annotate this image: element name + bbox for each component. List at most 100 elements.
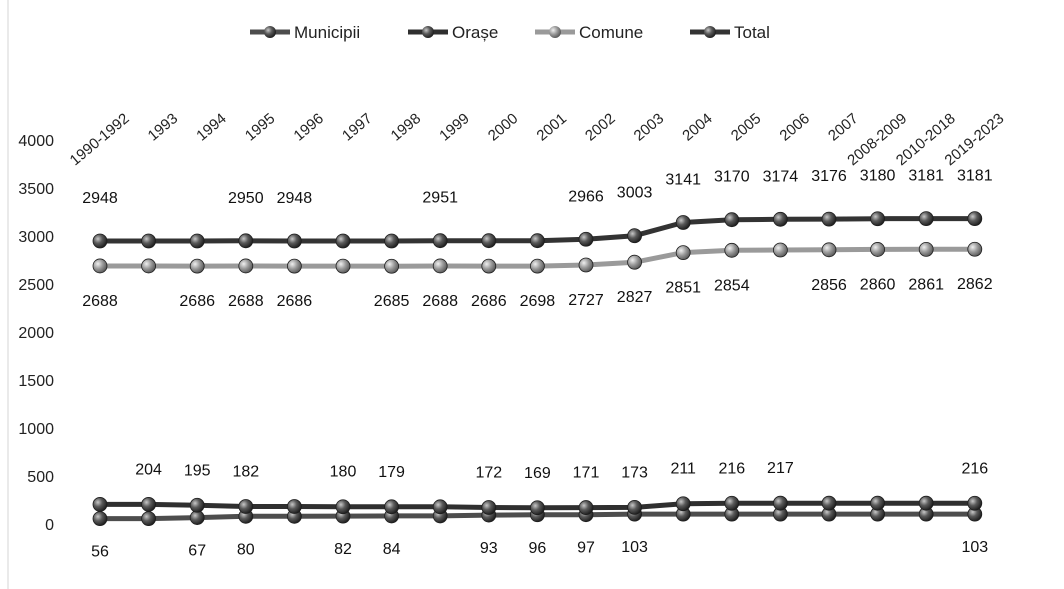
data-label-orase: 195 — [184, 462, 211, 479]
data-label-total: 2950 — [228, 190, 264, 207]
data-point-total — [481, 233, 497, 249]
data-point-municipii — [92, 511, 108, 527]
data-label-municipii: 96 — [529, 540, 547, 557]
data-label-orase: 171 — [573, 465, 600, 482]
data-point-orase — [141, 497, 157, 512]
data-point-orase — [432, 499, 448, 515]
y-tick-label: 3000 — [18, 229, 54, 246]
data-point-comune — [189, 258, 205, 274]
data-point-orase — [627, 499, 642, 515]
data-label-comune: 2698 — [520, 293, 556, 310]
data-label-total: 3176 — [811, 168, 847, 185]
legend-item-municipii: Municipii — [250, 23, 360, 42]
data-point-orase — [530, 500, 545, 516]
data-label-orase: 180 — [330, 464, 357, 481]
data-label-orase: 217 — [767, 460, 794, 477]
data-point-orase — [821, 495, 837, 511]
y-tick-label: 1000 — [18, 421, 54, 438]
data-point-total — [335, 233, 351, 249]
data-label-comune: 2685 — [374, 293, 410, 310]
data-point-comune — [627, 254, 642, 270]
data-point-comune — [286, 258, 302, 274]
data-label-comune: 2688 — [228, 293, 264, 310]
data-point-total — [724, 212, 740, 228]
data-point-total — [918, 211, 934, 227]
y-tick-label: 0 — [45, 517, 54, 534]
data-point-total — [870, 211, 885, 227]
data-label-comune: 2851 — [665, 280, 701, 297]
y-axis: 0 500 1000 1500 2000 2500 3000 3500 4000 — [18, 133, 54, 534]
data-point-orase — [189, 497, 205, 513]
data-point-total — [189, 233, 205, 249]
y-tick-label: 1500 — [18, 373, 54, 390]
data-label-orase: 216 — [961, 460, 988, 477]
y-tick-label: 500 — [27, 469, 54, 486]
data-point-total — [238, 233, 254, 249]
data-point-comune — [432, 258, 448, 274]
data-label-orase: 216 — [718, 460, 745, 477]
data-label-comune: 2686 — [277, 293, 313, 310]
data-label-comune: 2688 — [82, 293, 118, 310]
data-label-municipii: 97 — [577, 540, 595, 557]
data-label-comune: 2727 — [568, 292, 604, 309]
legend-label: Orașe — [452, 23, 498, 42]
data-point-orase — [773, 495, 788, 511]
data-point-comune — [335, 258, 351, 274]
data-label-comune: 2686 — [179, 293, 215, 310]
data-label-comune: 2856 — [811, 277, 847, 294]
data-point-comune — [821, 242, 837, 258]
legend-swatch-marker — [704, 26, 716, 38]
data-label-total: 3181 — [908, 168, 944, 185]
data-point-comune — [238, 258, 254, 274]
data-point-comune — [675, 245, 691, 261]
data-label-total: 3180 — [860, 168, 896, 185]
series-total — [92, 211, 983, 249]
data-point-comune — [92, 258, 108, 274]
legend-label: Municipii — [294, 23, 360, 42]
data-label-total: 3174 — [763, 168, 799, 185]
data-point-municipii — [141, 511, 157, 527]
data-label-comune: 2854 — [714, 277, 750, 294]
data-label-total: 3170 — [714, 169, 750, 186]
data-point-total — [141, 233, 157, 249]
data-label-comune: 2860 — [860, 276, 896, 293]
series-comune — [92, 241, 983, 274]
data-label-municipii: 80 — [237, 541, 255, 558]
data-point-total — [92, 233, 108, 249]
data-label-orase: 173 — [621, 464, 648, 481]
data-point-orase — [384, 499, 400, 515]
data-point-total — [432, 233, 448, 249]
legend-item-total: Total — [690, 23, 770, 42]
data-label-total: 2948 — [82, 190, 118, 207]
legend-swatch-marker — [549, 26, 561, 38]
data-point-comune — [870, 242, 885, 257]
data-label-comune: 2861 — [908, 276, 944, 293]
data-label-comune: 2827 — [617, 289, 653, 306]
data-label-municipii: 84 — [383, 541, 401, 558]
data-point-comune — [724, 242, 740, 258]
data-point-orase — [675, 496, 691, 512]
data-point-orase — [286, 499, 302, 514]
y-tick-label: 3500 — [18, 181, 54, 198]
data-label-municipii: 82 — [334, 541, 352, 558]
data-point-comune — [384, 258, 400, 274]
legend-label: Total — [734, 23, 770, 42]
data-label-comune: 2686 — [471, 293, 507, 310]
data-point-orase — [481, 500, 497, 515]
data-label-orase: 204 — [135, 461, 162, 478]
data-point-total — [627, 228, 642, 244]
data-point-orase — [967, 495, 983, 511]
data-label-orase: 182 — [232, 464, 259, 481]
data-label-municipii: 67 — [188, 543, 206, 560]
data-point-orase — [238, 499, 254, 514]
legend-label: Comune — [579, 23, 643, 42]
data-point-orase — [335, 499, 351, 515]
data-label-comune: 2862 — [957, 276, 993, 293]
data-point-comune — [967, 241, 983, 257]
data-label-municipii: 56 — [91, 544, 109, 561]
data-point-total — [821, 211, 837, 227]
data-point-comune — [773, 242, 788, 258]
